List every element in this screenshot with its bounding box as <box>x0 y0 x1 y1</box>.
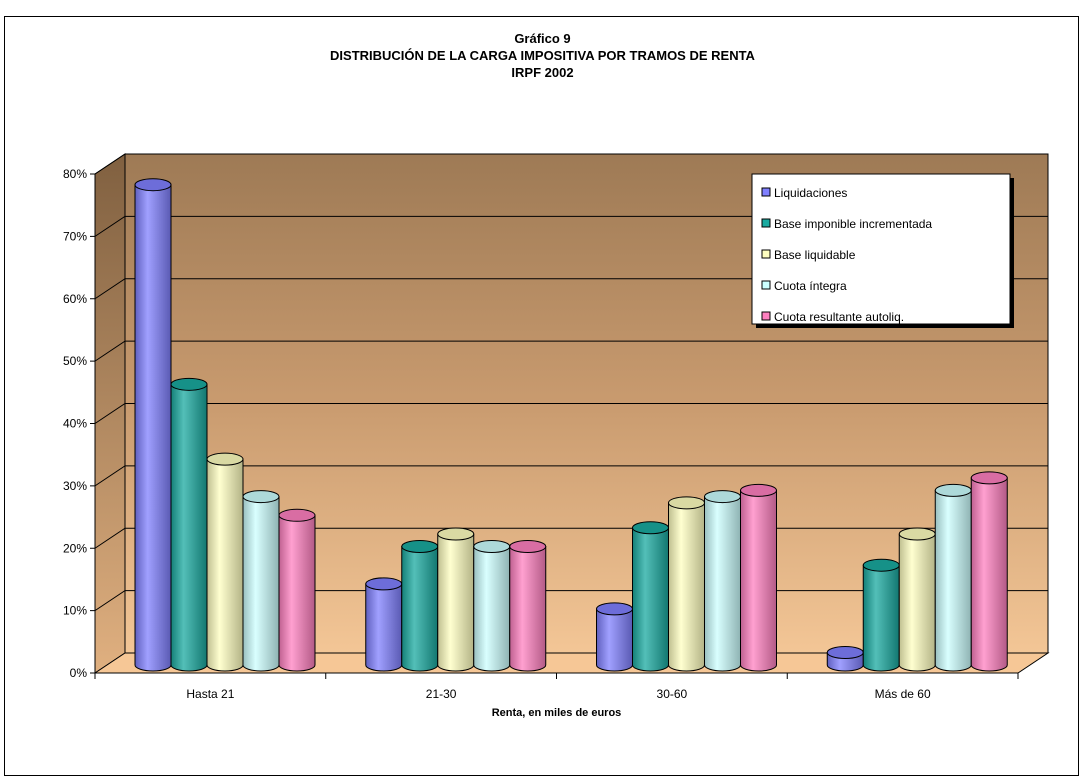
legend <box>751 173 1011 325</box>
bar-body <box>862 564 900 672</box>
bar <box>970 471 1008 672</box>
bar-top <box>898 527 936 541</box>
legend-swatch <box>761 311 771 321</box>
x-axis-label: Renta, en miles de euros <box>492 707 622 719</box>
bar-top <box>740 483 777 497</box>
bar-top <box>934 483 972 497</box>
y-tick-label: 30% <box>63 479 87 493</box>
bar-top <box>365 577 403 591</box>
bar-body <box>242 496 280 672</box>
legend-swatch <box>761 249 771 259</box>
bar <box>934 483 972 672</box>
gridline <box>94 215 1048 237</box>
y-tick-label: 0% <box>70 666 88 680</box>
y-tick-label: 70% <box>63 229 87 243</box>
bar <box>170 377 208 672</box>
bar-top <box>473 539 511 553</box>
bar-top <box>206 452 244 466</box>
bar <box>401 539 439 672</box>
bar <box>437 527 475 672</box>
bar <box>826 646 864 672</box>
bar-body <box>970 477 1008 672</box>
bar-top <box>278 508 316 522</box>
bar-body <box>278 514 316 672</box>
bar <box>134 178 172 672</box>
bar-body <box>170 383 208 672</box>
x-tick-label: 30-60 <box>657 687 688 701</box>
bar-body <box>473 545 511 672</box>
gridline <box>94 153 1048 175</box>
bar <box>242 490 280 672</box>
y-tick-label: 20% <box>63 541 87 555</box>
chart-subtitle-year: IRPF 2002 <box>511 65 574 80</box>
bar <box>668 496 705 672</box>
y-tick-label: 50% <box>63 354 87 368</box>
x-tick-label: 21-30 <box>426 687 457 701</box>
bar-body <box>898 533 936 672</box>
x-tick-label: Hasta 21 <box>186 687 234 701</box>
bar <box>509 539 547 672</box>
bar-top <box>170 377 208 391</box>
bar-top <box>242 490 280 504</box>
gridline <box>94 340 1048 362</box>
legend-swatch <box>761 280 771 290</box>
bar-top <box>632 521 669 535</box>
y-tick-label: 40% <box>63 417 87 431</box>
bar-top <box>401 539 439 553</box>
bar-top <box>437 527 475 541</box>
chart-title: Gráfico 9 <box>514 31 571 46</box>
bar-body <box>365 583 403 672</box>
bar <box>898 527 936 672</box>
bar-top <box>509 539 547 553</box>
legend-label: Base liquidable <box>774 248 856 262</box>
bar-body <box>668 502 705 672</box>
legend-label: Liquidaciones <box>774 186 847 200</box>
bar-body <box>401 545 439 672</box>
x-tick-label: Más de 60 <box>875 687 931 701</box>
bar <box>632 521 669 672</box>
bar <box>704 490 741 672</box>
bar-top <box>862 558 900 572</box>
bar-top <box>826 646 864 660</box>
bar <box>862 558 900 672</box>
bar-body <box>206 458 244 672</box>
legend-label: Cuota íntegra <box>774 279 847 293</box>
gridline <box>94 465 1048 487</box>
bar-body <box>704 496 741 672</box>
bar-body <box>740 489 777 672</box>
bar <box>596 602 633 672</box>
gridline <box>94 278 1048 300</box>
bar <box>740 483 777 672</box>
y-tick-label: 60% <box>63 292 87 306</box>
legend-label: Cuota resultante autoliq. <box>774 310 904 324</box>
bar <box>473 539 511 672</box>
bar-top <box>704 490 741 504</box>
bar-body <box>632 527 669 672</box>
chart-title-block: Gráfico 9 DISTRIBUCIÓN DE LA CARGA IMPOS… <box>0 30 1085 81</box>
y-tick-label: 10% <box>63 604 87 618</box>
bar-top <box>596 602 633 616</box>
bar-top <box>970 471 1008 485</box>
legend-swatch <box>761 218 771 228</box>
bar-body <box>134 184 172 672</box>
chart-subtitle: DISTRIBUCIÓN DE LA CARGA IMPOSITIVA POR … <box>330 48 755 63</box>
gridline <box>94 403 1048 424</box>
bar-body <box>596 608 633 672</box>
bar-top <box>134 178 172 192</box>
bar-body <box>934 489 972 672</box>
bar <box>278 508 316 672</box>
y-tick-label: 80% <box>63 167 87 181</box>
bar-body <box>437 533 475 672</box>
bar-top <box>668 496 705 510</box>
bar <box>365 577 403 672</box>
legend-label: Base imponible incrementada <box>774 217 932 231</box>
bar <box>206 452 244 672</box>
legend-swatch <box>761 187 771 197</box>
bar-body <box>509 545 547 672</box>
